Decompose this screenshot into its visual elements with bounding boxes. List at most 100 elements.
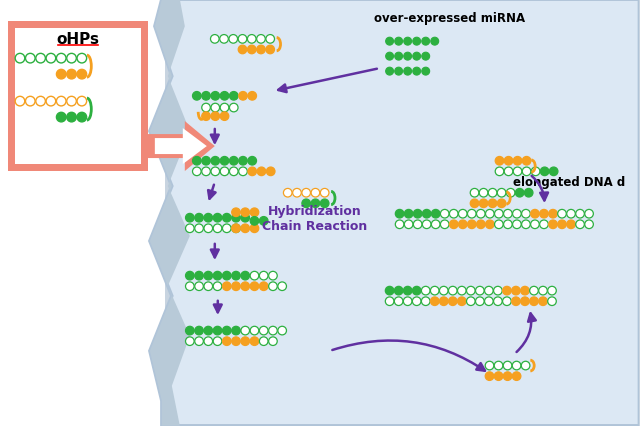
Circle shape	[77, 54, 86, 64]
Circle shape	[413, 210, 422, 219]
Circle shape	[284, 189, 292, 198]
Polygon shape	[150, 0, 190, 426]
Circle shape	[26, 54, 35, 64]
Circle shape	[495, 221, 503, 229]
Circle shape	[493, 287, 502, 295]
Polygon shape	[150, 0, 639, 426]
Circle shape	[213, 272, 222, 280]
Circle shape	[232, 225, 240, 233]
Circle shape	[193, 168, 201, 176]
Circle shape	[548, 221, 557, 229]
Circle shape	[202, 168, 211, 176]
FancyBboxPatch shape	[8, 22, 148, 172]
Circle shape	[513, 168, 522, 176]
Circle shape	[223, 282, 231, 291]
Circle shape	[504, 210, 512, 219]
Circle shape	[15, 54, 25, 64]
Circle shape	[232, 214, 240, 222]
Circle shape	[292, 189, 301, 198]
Circle shape	[440, 210, 449, 219]
Circle shape	[241, 208, 250, 217]
Circle shape	[238, 46, 247, 55]
Circle shape	[467, 221, 476, 229]
Circle shape	[477, 210, 485, 219]
Circle shape	[511, 287, 520, 295]
Circle shape	[223, 225, 231, 233]
Circle shape	[413, 68, 420, 76]
Circle shape	[266, 35, 275, 44]
Circle shape	[413, 38, 420, 46]
Circle shape	[204, 225, 212, 233]
Circle shape	[195, 214, 204, 222]
Circle shape	[557, 221, 566, 229]
Circle shape	[229, 35, 237, 44]
Circle shape	[440, 297, 448, 306]
Circle shape	[486, 210, 494, 219]
Circle shape	[56, 97, 66, 106]
Circle shape	[458, 297, 466, 306]
Circle shape	[485, 361, 494, 370]
Circle shape	[259, 337, 268, 345]
Circle shape	[585, 210, 593, 219]
Circle shape	[248, 35, 256, 44]
Circle shape	[540, 221, 548, 229]
Circle shape	[259, 326, 268, 335]
Circle shape	[269, 282, 277, 291]
Circle shape	[232, 282, 240, 291]
Circle shape	[211, 112, 220, 121]
Circle shape	[250, 282, 259, 291]
Circle shape	[386, 53, 394, 61]
FancyBboxPatch shape	[15, 29, 141, 165]
Circle shape	[186, 225, 194, 233]
Circle shape	[431, 287, 439, 295]
Circle shape	[220, 35, 228, 44]
Circle shape	[494, 372, 503, 380]
Circle shape	[412, 297, 421, 306]
Circle shape	[250, 272, 259, 280]
Circle shape	[485, 372, 494, 380]
Circle shape	[321, 189, 329, 198]
Text: elongated DNA d: elongated DNA d	[513, 175, 625, 188]
Circle shape	[202, 92, 211, 101]
Circle shape	[404, 53, 412, 61]
Circle shape	[548, 287, 556, 295]
Circle shape	[195, 337, 204, 345]
Circle shape	[278, 326, 287, 335]
Circle shape	[413, 53, 420, 61]
Circle shape	[504, 168, 513, 176]
Circle shape	[248, 168, 257, 176]
Circle shape	[467, 287, 475, 295]
Circle shape	[223, 272, 231, 280]
Circle shape	[530, 287, 538, 295]
Circle shape	[241, 282, 250, 291]
Circle shape	[476, 287, 484, 295]
Circle shape	[202, 157, 211, 166]
Text: over-expressed miRNA: over-expressed miRNA	[374, 12, 525, 25]
Circle shape	[248, 157, 257, 166]
Circle shape	[503, 372, 512, 380]
Circle shape	[403, 287, 412, 295]
Circle shape	[186, 326, 194, 335]
Circle shape	[250, 208, 259, 217]
Circle shape	[421, 297, 430, 306]
Text: oHPs: oHPs	[56, 32, 99, 46]
Circle shape	[311, 189, 320, 198]
Circle shape	[269, 337, 277, 345]
Circle shape	[213, 326, 222, 335]
Circle shape	[422, 53, 429, 61]
Circle shape	[302, 189, 310, 198]
Circle shape	[422, 38, 429, 46]
Circle shape	[186, 214, 194, 222]
Circle shape	[241, 337, 250, 345]
Circle shape	[193, 92, 201, 101]
Circle shape	[250, 326, 259, 335]
Circle shape	[248, 46, 256, 55]
Circle shape	[521, 297, 529, 306]
Circle shape	[467, 210, 476, 219]
Circle shape	[540, 210, 548, 219]
Circle shape	[250, 337, 259, 345]
Circle shape	[213, 214, 222, 222]
Circle shape	[502, 297, 511, 306]
Circle shape	[540, 168, 549, 176]
Circle shape	[458, 210, 467, 219]
